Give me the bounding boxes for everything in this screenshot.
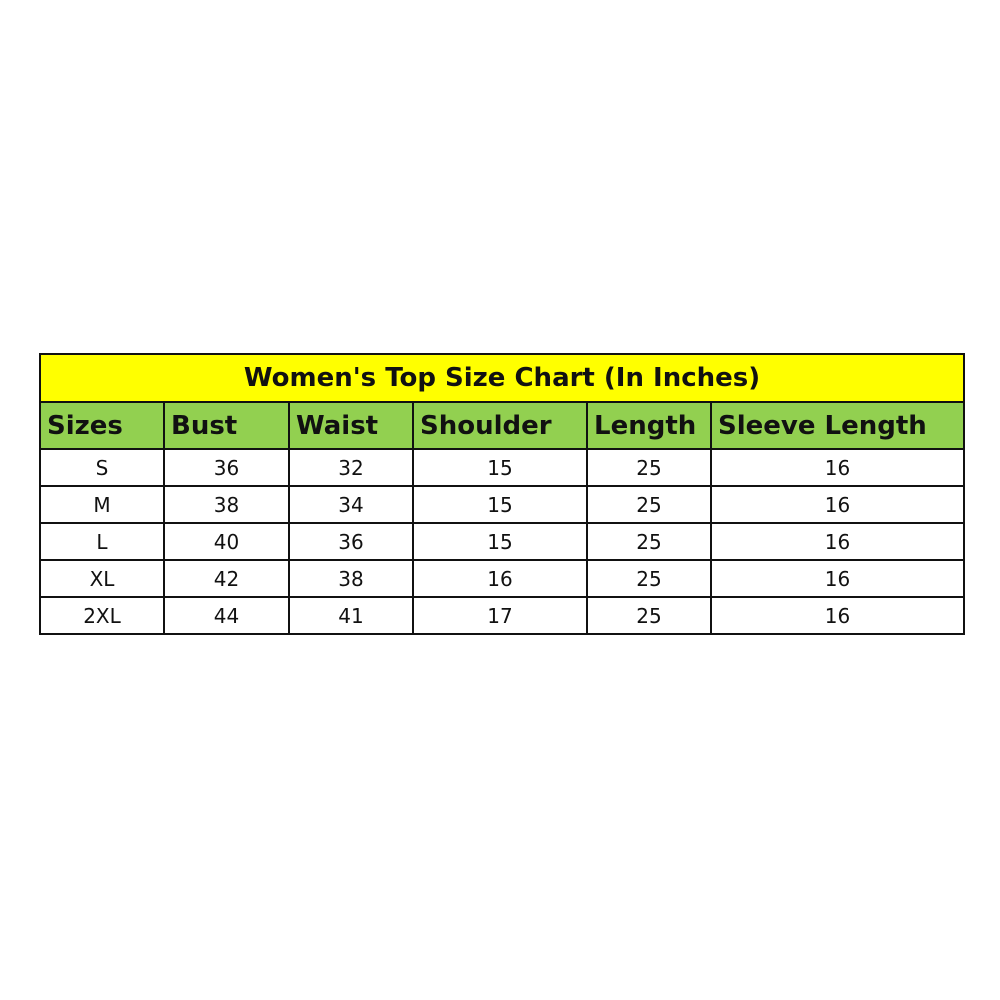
table-cell: 41	[288, 596, 414, 635]
table-cell: 17	[412, 596, 588, 635]
header-row: Sizes Bust Waist Shoulder Length Sleeve Lengt…	[39, 401, 966, 450]
table-cell: 38	[163, 485, 290, 524]
table-cell: 25	[586, 559, 712, 598]
table-cell: M	[39, 485, 165, 524]
table-cell: 16	[709, 596, 966, 635]
table-cell: 25	[586, 448, 712, 487]
table-cell: 36	[288, 522, 414, 561]
table-row: S 36 32 15 25 16	[39, 448, 966, 487]
table-cell: 34	[288, 485, 414, 524]
table-cell: 44	[163, 596, 290, 635]
table-cell: 25	[586, 485, 712, 524]
table-cell: 15	[412, 522, 588, 561]
table-cell: S	[39, 448, 165, 487]
table-cell: XL	[39, 559, 165, 598]
table-row: L 40 36 15 25 16	[39, 522, 966, 561]
table-cell: 16	[709, 485, 966, 524]
table-cell: 32	[288, 448, 414, 487]
table-cell: 36	[163, 448, 290, 487]
table-cell: L	[39, 522, 165, 561]
table-cell: 16	[709, 448, 966, 487]
size-chart-table: Women's Top Size Chart (In Inches) Sizes…	[38, 353, 966, 635]
table-cell: 42	[163, 559, 290, 598]
table-cell: 38	[288, 559, 414, 598]
table-cell: 16	[709, 559, 966, 598]
table-row: XL 42 38 16 25 16	[39, 559, 966, 598]
column-header-waist: Waist	[288, 401, 414, 450]
table-cell: 2XL	[39, 596, 165, 635]
table-cell: 16	[412, 559, 588, 598]
table-cell: 16	[709, 522, 966, 561]
column-header-length: Length	[586, 401, 712, 450]
table-title: Women's Top Size Chart (In Inches)	[38, 353, 966, 403]
table-cell: 15	[412, 448, 588, 487]
table-cell: 15	[412, 485, 588, 524]
column-header-shoulder: Shoulder	[412, 401, 588, 450]
table-cell: 25	[586, 596, 712, 635]
table-cell: 40	[163, 522, 290, 561]
table-cell: 25	[586, 522, 712, 561]
table-row: 2XL 44 41 17 25 16	[39, 596, 966, 635]
column-header-bust: Bust	[163, 401, 290, 450]
column-header-sleeve-length: Sleeve Length	[709, 401, 966, 450]
column-header-sizes: Sizes	[39, 401, 165, 450]
table-row: M 38 34 15 25 16	[39, 485, 966, 524]
